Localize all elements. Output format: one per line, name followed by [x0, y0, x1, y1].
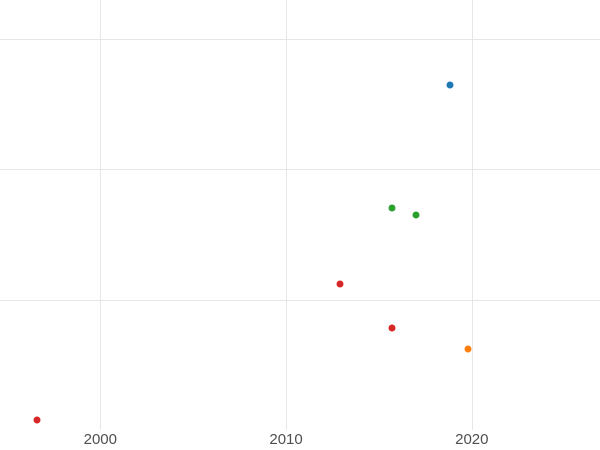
data-point-series-red	[336, 280, 344, 288]
gridline-vertical	[471, 0, 473, 430]
data-point-series-red	[33, 416, 41, 424]
x-tick-label: 2010	[269, 431, 303, 448]
x-tick-label: 2000	[83, 431, 117, 448]
gridline-horizontal	[0, 169, 600, 171]
gridline-vertical	[286, 0, 288, 430]
data-point-series-blue	[446, 81, 454, 89]
plot-area	[0, 0, 600, 430]
x-axis: 2000 2010 2020	[0, 430, 600, 450]
data-point-series-green	[412, 211, 420, 219]
gridline-vertical	[100, 0, 102, 430]
data-point-series-red	[388, 324, 396, 332]
x-tick-label: 2020	[455, 431, 489, 448]
data-point-series-orange	[464, 345, 472, 353]
gridline-horizontal	[0, 299, 600, 301]
data-point-series-green	[388, 204, 396, 212]
gridline-horizontal	[0, 39, 600, 41]
